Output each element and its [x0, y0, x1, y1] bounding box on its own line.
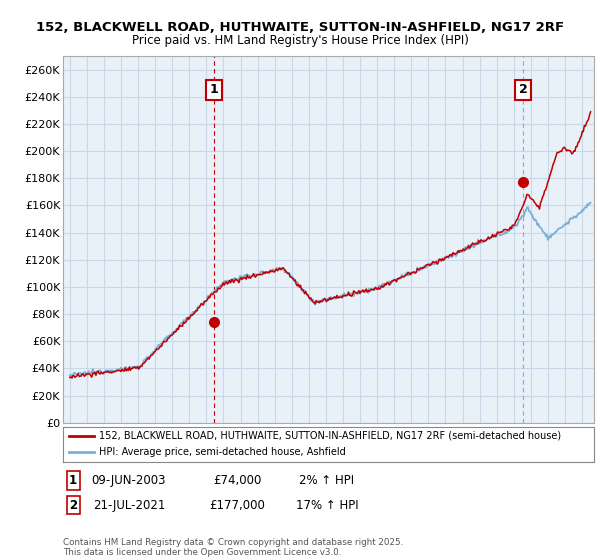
Text: 21-JUL-2021: 21-JUL-2021: [93, 498, 165, 512]
Text: HPI: Average price, semi-detached house, Ashfield: HPI: Average price, semi-detached house,…: [99, 447, 346, 458]
Text: £74,000: £74,000: [213, 474, 261, 487]
Text: 1: 1: [69, 474, 77, 487]
Text: 2: 2: [69, 498, 77, 512]
Text: 17% ↑ HPI: 17% ↑ HPI: [296, 498, 358, 512]
Text: Contains HM Land Registry data © Crown copyright and database right 2025.
This d: Contains HM Land Registry data © Crown c…: [63, 538, 403, 557]
Text: Price paid vs. HM Land Registry's House Price Index (HPI): Price paid vs. HM Land Registry's House …: [131, 34, 469, 46]
Text: 152, BLACKWELL ROAD, HUTHWAITE, SUTTON-IN-ASHFIELD, NG17 2RF: 152, BLACKWELL ROAD, HUTHWAITE, SUTTON-I…: [36, 21, 564, 34]
Text: 2: 2: [519, 83, 527, 96]
Text: 1: 1: [209, 83, 218, 96]
Text: 09-JUN-2003: 09-JUN-2003: [92, 474, 166, 487]
Text: 2% ↑ HPI: 2% ↑ HPI: [299, 474, 355, 487]
Text: £177,000: £177,000: [209, 498, 265, 512]
Text: 152, BLACKWELL ROAD, HUTHWAITE, SUTTON-IN-ASHFIELD, NG17 2RF (semi-detached hous: 152, BLACKWELL ROAD, HUTHWAITE, SUTTON-I…: [99, 431, 561, 441]
